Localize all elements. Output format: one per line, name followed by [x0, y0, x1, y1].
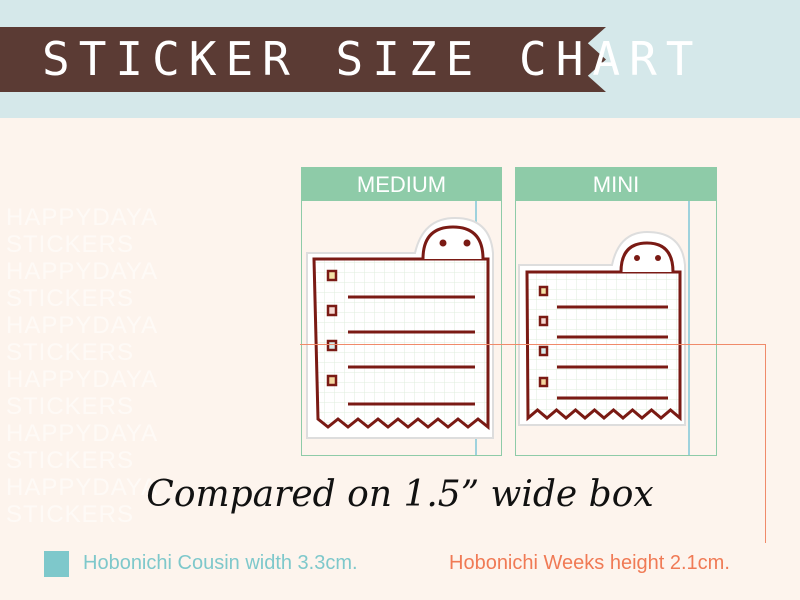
cousin-width-guide — [688, 201, 690, 455]
title-banner — [0, 27, 606, 92]
watermark-line: HAPPYDAYA STICKERS HAPPYDAYA STICKERS HA… — [6, 366, 157, 528]
watermark-line: HAPPYDAYA STICKERS HAPPYDAYA STICKERS HA… — [6, 204, 157, 366]
watermark: HAPPYDAYA STICKERS HAPPYDAYA STICKERS HA… — [6, 204, 291, 528]
mini-sticker-image — [518, 230, 686, 426]
cousin-legend-swatch — [44, 551, 69, 577]
medium-sticker-image — [306, 216, 494, 439]
comparison-caption: Compared on 1.5” wide box — [146, 474, 654, 515]
page-title: STICKER SIZE CHART — [42, 32, 703, 86]
weeks-height-guide — [300, 344, 766, 345]
weeks-height-leader — [765, 344, 766, 543]
size-label-medium: MEDIUM — [302, 168, 501, 201]
cousin-legend-label: Hobonichi Cousin width 3.3cm. — [83, 552, 358, 574]
size-box-mini: MINI — [515, 167, 717, 456]
weeks-legend-label: Hobonichi Weeks height 2.1cm. — [449, 552, 730, 574]
size-label-mini: MINI — [516, 168, 716, 201]
